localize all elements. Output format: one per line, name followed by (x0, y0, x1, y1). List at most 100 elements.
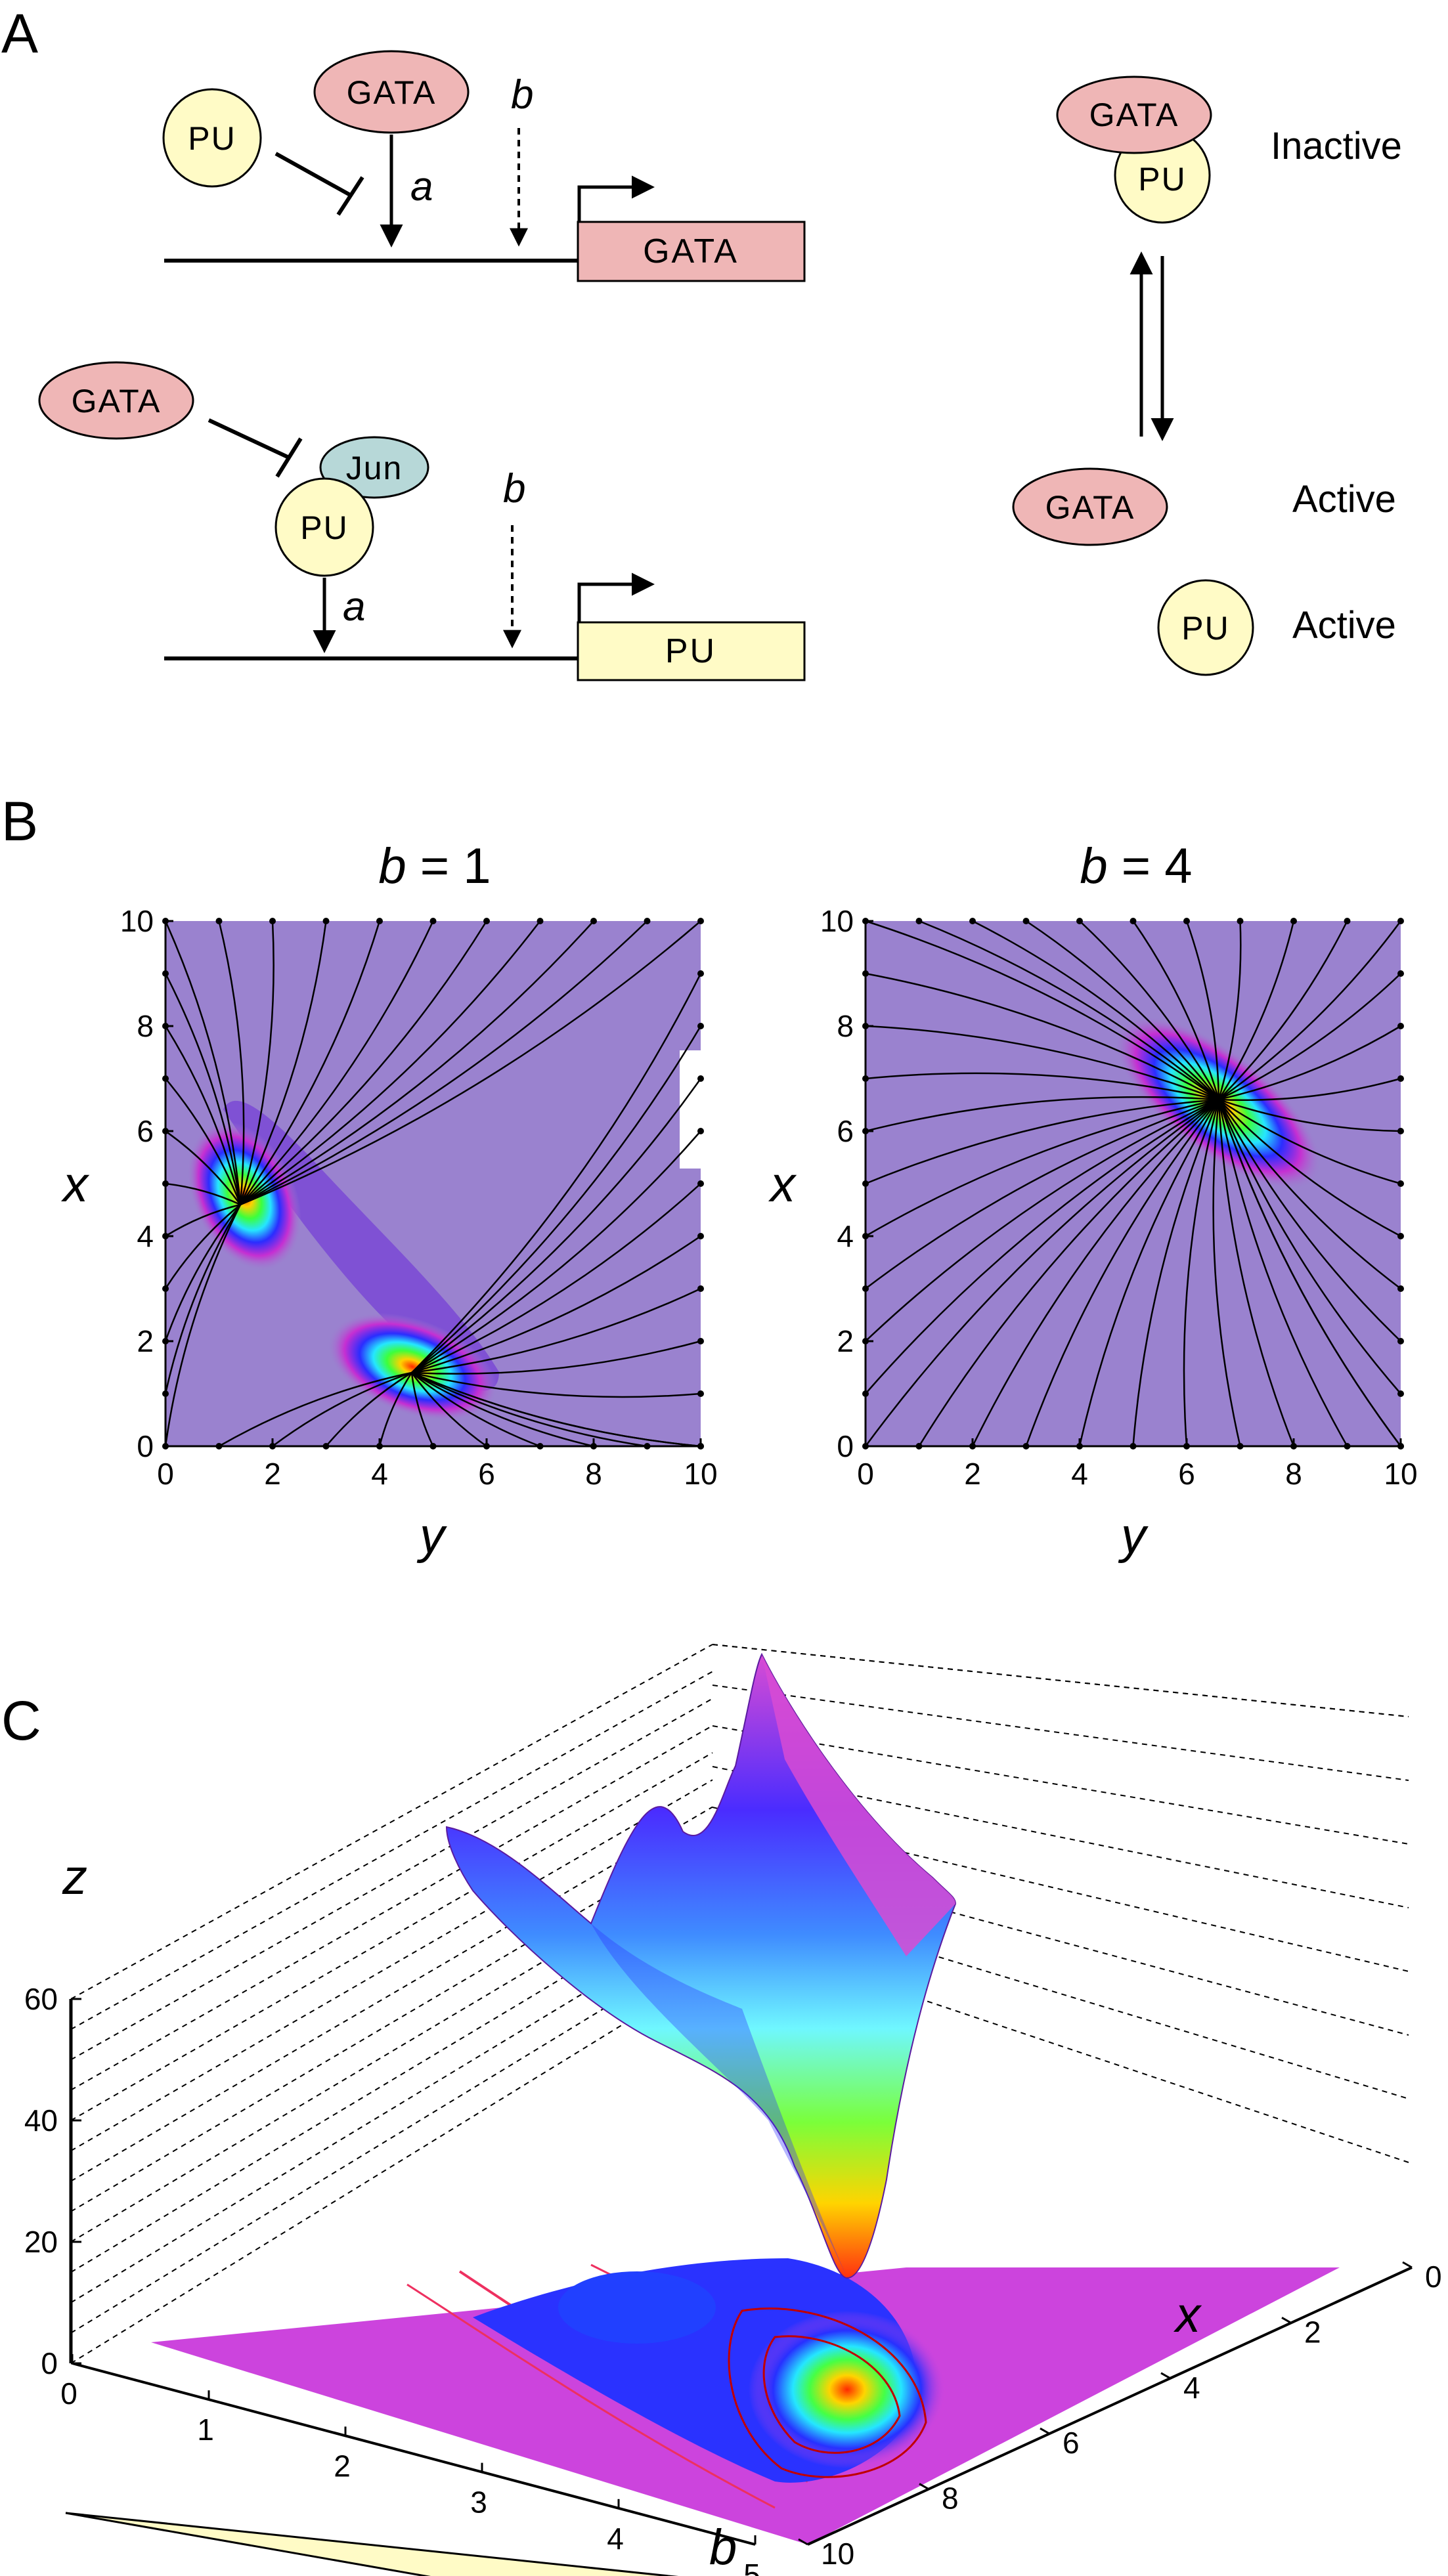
trajectory-start-point (1397, 1390, 1404, 1397)
y-tick-label: 2 (837, 1324, 854, 1358)
y-tick-label: 8 (837, 1009, 854, 1043)
y-tick-label: 10 (120, 904, 154, 938)
trajectory (411, 973, 702, 1373)
b-axis (72, 2362, 756, 2546)
trajectory-start-point (915, 918, 923, 924)
basin-core (749, 2311, 946, 2468)
trajectory (865, 1098, 1219, 1237)
y-tick-label: 10 (820, 904, 854, 938)
ylabel-b1: x (60, 1157, 90, 1213)
trajectory (865, 920, 1219, 1101)
arrow-b-top-label: b (511, 72, 533, 118)
trajectory (972, 920, 1219, 1100)
jun-cofactor-label: Jun (346, 450, 403, 486)
trajectories-b4 (862, 918, 1404, 1449)
x-depth-tick-mark (798, 2538, 808, 2546)
xlabel-b4: y (1118, 1508, 1149, 1564)
trajectory (865, 1098, 1219, 1289)
y-tick-label: 4 (837, 1219, 854, 1253)
trajectory (411, 1372, 540, 1448)
x-depth-tick-label: 6 (1063, 2426, 1080, 2460)
trajectory (1218, 1099, 1401, 1342)
y-tick-label: 8 (137, 1009, 154, 1043)
grid-line (70, 1752, 713, 2121)
x-tick-label: 8 (585, 1457, 602, 1491)
trajectory (240, 920, 381, 1205)
trajectory-start-point (697, 1075, 704, 1082)
trajectory (165, 1182, 241, 1206)
trajectory (1218, 920, 1402, 1101)
grid-line (712, 1644, 1409, 1717)
x-tick-label: 0 (157, 1457, 174, 1491)
x-tick-label: 10 (684, 1457, 717, 1491)
b-tick-label: 1 (197, 2413, 214, 2447)
pu-in-complex-label: PU (1138, 161, 1186, 198)
trajectory (240, 920, 488, 1205)
plot-area-b4 (866, 921, 1401, 1446)
panel-a: A GATA GATA a PU b PU GATA (1, 3, 1402, 681)
trajectory-start-point (1022, 918, 1030, 924)
b-tick-label: 4 (607, 2522, 624, 2556)
grid-line (712, 1685, 1409, 1781)
x-depth-tick-mark (919, 2483, 929, 2490)
z-tick-label: 20 (24, 2225, 58, 2259)
inhibition-line-top (274, 152, 353, 198)
surface-sheet (445, 1652, 957, 2279)
z-axis-label: z (62, 1849, 87, 1905)
panel-label-c: C (1, 1690, 41, 1751)
pu-free-label: PU (1181, 610, 1229, 647)
circuit-pu-gene: PU GATA Jun PU a b (38, 361, 806, 681)
trajectory-start-point (697, 1338, 704, 1344)
b-wedge-label: b (709, 2520, 737, 2575)
plot-title-b4-var: b (1080, 838, 1107, 894)
trajectory (411, 1078, 702, 1374)
gata-in-complex-label: GATA (1089, 97, 1179, 133)
surface-shadow (591, 1923, 847, 2278)
trajectory (411, 1235, 701, 1374)
grid-line (70, 1671, 713, 2030)
gata-free-label: GATA (1045, 489, 1135, 526)
plot-title-b1: b = 1 (378, 838, 491, 894)
trajectory-start-point (1397, 1233, 1404, 1239)
x-tick-label: 0 (857, 1457, 874, 1491)
trajectory (164, 973, 242, 1205)
trajectory (1212, 1099, 1241, 1447)
trajectory-start-point (697, 1390, 704, 1397)
trajectory (240, 920, 594, 1206)
trajectory (240, 920, 434, 1205)
sequestration-equilibrium: PU GATA Inactive GATA Active PU Active (1012, 75, 1402, 676)
x-depth-axis (807, 2266, 1413, 2546)
basin-contour (762, 2335, 901, 2454)
trajectory (865, 1098, 1219, 1185)
trajectory-start-point (1344, 918, 1351, 924)
trajectory (865, 1072, 1219, 1101)
ticks-b4: 0 2 4 6 8 10 0 2 4 6 8 10 (820, 904, 1418, 1491)
trajectory (411, 1130, 701, 1374)
trajectory (1218, 1025, 1401, 1101)
arrow-a-bottom-label: a (343, 584, 365, 630)
trajectory (864, 1098, 1219, 1447)
gata-in-complex (1056, 75, 1212, 154)
x-tick-label: 2 (264, 1457, 281, 1491)
gata-activator (313, 50, 470, 134)
trajectory (1183, 1099, 1220, 1447)
trajectory (1025, 920, 1219, 1100)
grid-line (70, 1941, 713, 2334)
trajectory (971, 1099, 1219, 1447)
z-tick-label: 40 (24, 2103, 58, 2137)
trajectory (411, 1340, 701, 1375)
pu-activator (274, 477, 374, 577)
x-tick-label: 6 (1178, 1457, 1195, 1491)
trajectory (378, 1372, 412, 1447)
trajectory-start-point (1183, 918, 1190, 924)
trajectory (1218, 1099, 1401, 1289)
trajectory (165, 1078, 242, 1205)
trajectory-start-point (1130, 918, 1137, 924)
gene-box-gata (577, 221, 806, 282)
x-depth-tick-mark (1160, 2372, 1171, 2380)
y-tick-label: 2 (137, 1324, 154, 1358)
grid-line (70, 1725, 713, 2091)
trajectory (865, 1025, 1219, 1101)
trajectory (165, 1130, 242, 1205)
